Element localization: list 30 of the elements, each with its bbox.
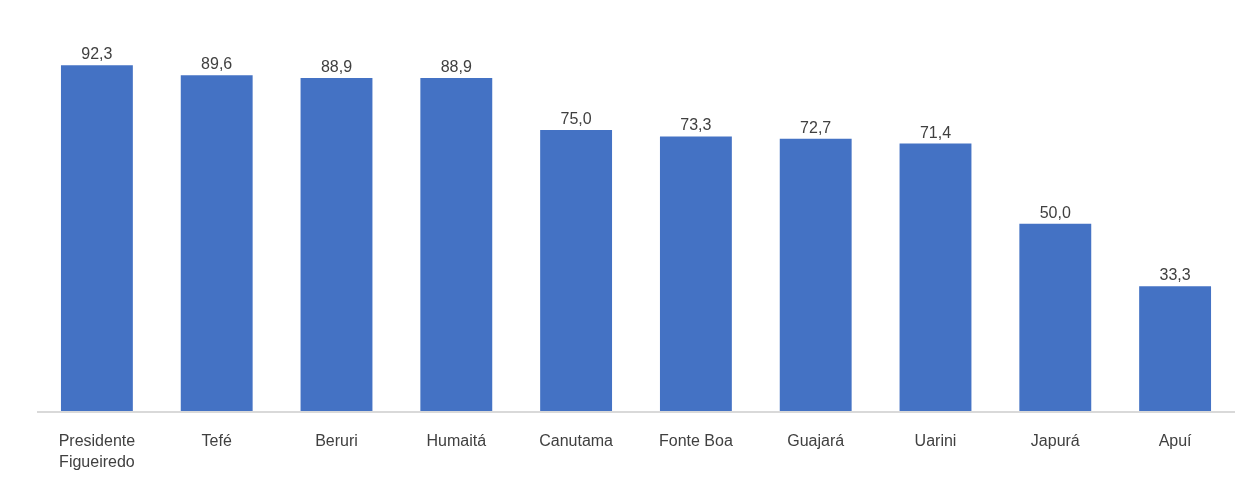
bar <box>1139 286 1212 411</box>
x-tick-label: Humaitá <box>426 431 487 449</box>
bar <box>659 136 732 411</box>
x-tick-label: Uarini <box>914 431 957 449</box>
x-tick-label: Japurá <box>1030 431 1080 449</box>
x-tick-label: Canutama <box>539 431 614 449</box>
data-label: 75,0 <box>560 110 592 128</box>
bar <box>60 65 133 411</box>
x-tick-label: Beruri <box>315 431 358 449</box>
data-label: 50,0 <box>1039 203 1071 221</box>
bar <box>899 143 972 411</box>
bar <box>420 77 493 411</box>
data-label: 72,7 <box>800 118 832 136</box>
data-label: 89,6 <box>201 55 233 73</box>
x-tick-label: Fonte Boa <box>658 431 733 449</box>
data-label: 33,3 <box>1159 266 1191 284</box>
data-label: 92,3 <box>81 45 113 63</box>
data-label: 88,9 <box>320 57 353 75</box>
x-tick-label: Presidente Figueiredo <box>58 431 136 470</box>
data-label: 73,3 <box>680 116 712 134</box>
bar <box>540 130 613 411</box>
data-label: 88,9 <box>440 57 472 75</box>
x-tick-label: Tefé <box>201 431 232 449</box>
data-label: 71,4 <box>919 123 952 141</box>
x-tick-label: Apuí <box>1158 431 1193 449</box>
bar <box>779 138 852 411</box>
bar <box>180 75 253 411</box>
x-tick-label: Guajará <box>787 431 845 449</box>
bar <box>300 77 373 411</box>
bar <box>1019 223 1092 411</box>
